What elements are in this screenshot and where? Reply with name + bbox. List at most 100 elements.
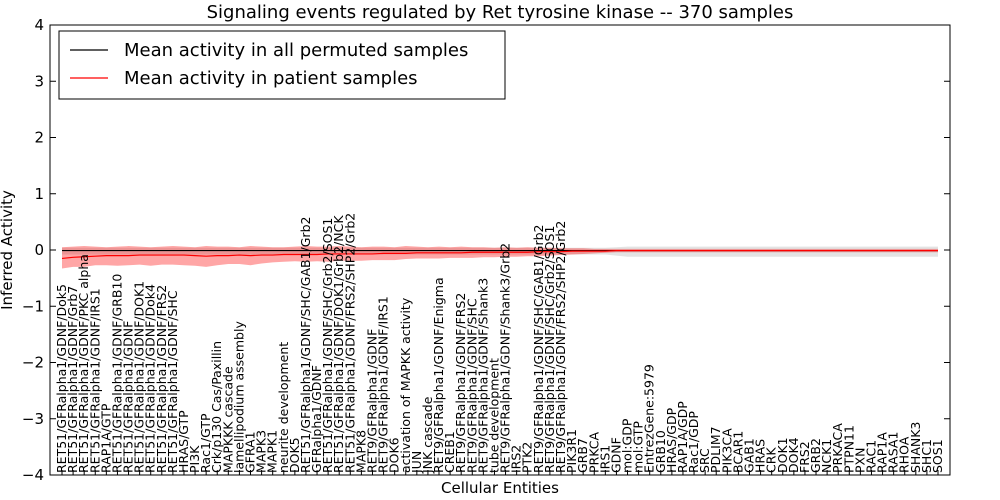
x-category-label: neurite development <box>276 342 291 473</box>
x-category-label: RASA1 <box>886 432 901 473</box>
x-category-label: RET9/GFRalpha1/GDNF/Shank3 <box>475 278 490 473</box>
x-category-label: CRK <box>764 447 779 473</box>
x-category-label: RET9/GFRalpha1/GDNF/SHC <box>464 298 479 473</box>
x-category-label: IRS2 <box>509 445 524 473</box>
x-category-label: RET9/GFRalpha1/GDNF/Enigma <box>431 277 446 473</box>
x-category-label: RET51/GFRalpha1/GDNF/IRS1 <box>87 288 102 473</box>
x-category-label: CREB1 <box>442 431 457 473</box>
x-category-label: activation of MAPKK activity <box>398 297 413 473</box>
x-category-label: SOS1 <box>930 439 945 473</box>
x-category-label: RET51/GFRalpha1/GDNF/SHC <box>165 290 180 473</box>
x-category-label: GFRA1 <box>243 431 258 473</box>
y-tick-labels: −4 −3 −2 −1 0 1 2 3 4 <box>22 16 44 484</box>
x-category-label: HRAS <box>753 439 768 473</box>
line-patient <box>61 249 938 260</box>
legend: Mean activity in all permuted samples Me… <box>58 30 506 100</box>
chart-title: Signaling events regulated by Ret tyrosi… <box>207 2 794 23</box>
plot-frame <box>49 24 951 476</box>
x-category-label: HRAS/GTP <box>176 410 191 473</box>
x-category-labels: RET51/GFRalpha1/GDNF/Dok5RET51/GFRalpha1… <box>54 213 945 474</box>
x-category-label: RAP1A <box>875 432 890 473</box>
x-category-label: GRB2 <box>808 438 823 473</box>
x-category-label: MAPK1 <box>265 430 280 473</box>
y-tick-label: 2 <box>34 129 44 147</box>
x-axis-label: Cellular Entities <box>441 479 559 497</box>
x-category-label: PTK2 <box>520 442 535 473</box>
x-category-label: RET51/GFRalpha1/GDNF/GRB10 <box>109 274 124 473</box>
x-category-label: RET9/GFRalpha1/GDNF/Shank3/Grb2 <box>498 243 513 473</box>
legend-box <box>58 30 506 100</box>
y-tick-label: 0 <box>34 241 44 259</box>
x-category-label: RAP1A/GTP <box>98 403 113 473</box>
x-category-label: PRKACA <box>830 423 845 473</box>
x-category-label: PI3K <box>187 445 202 473</box>
x-category-label: GRB7 <box>575 438 590 473</box>
y-tick-label: 1 <box>34 185 44 203</box>
x-category-label: RET51/GFRalpha1/GDNF/DOK1/Grb2/NCK <box>331 215 346 473</box>
x-category-label: IRS1 <box>597 445 612 473</box>
x-category-label: RET51/GFRalpha1/GDNF/FRS2/SHP2/Grb2 <box>342 213 357 473</box>
x-category-label: Rac1/GDP <box>686 411 701 473</box>
x-category-label: EntrezGene:5979 <box>642 364 657 473</box>
x-category-label: RET9/GFRalpha1/GDNF/SHC/GAB1/Grb2 <box>531 224 546 473</box>
x-category-label: PIK3R1 <box>564 429 579 473</box>
y-tick-label: −1 <box>22 297 44 315</box>
legend-label-permuted: Mean activity in all permuted samples <box>124 40 468 61</box>
x-category-label: NCK1 <box>819 439 834 473</box>
x-category-label: RET51/GFRalpha1/GDNF/Dok4 <box>143 284 158 473</box>
x-category-label: RAP1A/GDP <box>675 401 690 473</box>
x-category-label: PXN <box>852 448 867 473</box>
x-category-label: RET51/GFRalpha1/GDNF/SHC/GAB1/Grb2 <box>298 217 313 473</box>
y-tick-label: −2 <box>22 354 44 372</box>
x-category-label: lamellipodium assembly <box>231 321 246 473</box>
x-category-label: PIK3CA <box>719 428 734 473</box>
y-axis-label: Inferred Activity <box>0 190 16 310</box>
x-category-label: tube development <box>486 358 501 473</box>
x-category-label: mol:GDP <box>620 418 635 473</box>
x-category-label: DOK6 <box>387 437 402 473</box>
x-category-label: PDLIM7 <box>708 426 723 473</box>
x-category-label: RET51/GFRalpha1/GDNF/Grb7 <box>65 286 80 473</box>
band-patient <box>62 246 938 269</box>
x-category-label: JNK cascade <box>420 396 435 474</box>
x-category-label: MAPKKK cascade <box>220 366 235 473</box>
x-category-label: RET9/GFRalpha1/GDNF/FRS2/SHP2/Grb2 <box>553 221 568 473</box>
x-category-label: PRKCA <box>586 432 601 473</box>
x-category-label: DOK5 <box>287 437 302 473</box>
y-tick-label: −3 <box>22 410 44 428</box>
x-category-label: RET51/GFRalpha1/GDNF/DOK1 <box>132 281 147 473</box>
x-category-label: GFRalpha1/GDNF <box>309 365 324 473</box>
x-category-label: DOK1 <box>775 437 790 473</box>
series-lines <box>61 249 938 260</box>
x-category-label: SRC <box>697 448 712 473</box>
x-category-label: FRS2 <box>797 441 812 473</box>
x-category-label: RAC1 <box>863 440 878 473</box>
x-category-label: MAPK8 <box>353 430 368 473</box>
x-category-label: MAPK3 <box>254 430 269 473</box>
y-tick-label: 3 <box>34 72 44 90</box>
x-category-label: SHC1 <box>919 439 934 473</box>
x-category-label: RET51/GFRalpha1/GDNF/SHC/Grb2/SOS1 <box>320 218 335 473</box>
x-category-label: RET9/GFRalpha1/GDNF/SHC/Grb2/SOS1 <box>542 226 557 473</box>
y-tick-label: 4 <box>34 16 44 34</box>
x-category-label: DOK4 <box>786 437 801 473</box>
x-category-label: JUN <box>409 451 424 474</box>
x-category-label: RET9/GFRalpha1/GDNF/FRS2 <box>453 293 468 473</box>
x-category-label: RET51/GFRalpha1/GDNF <box>121 321 136 473</box>
x-category-label: GRB10 <box>653 430 668 473</box>
x-category-label: RHOA <box>897 436 912 473</box>
x-category-label: Crk/p130 Cas/Paxillin <box>209 341 224 473</box>
x-category-label: mol:GTP <box>631 421 646 473</box>
x-category-label: HRAS/GDP <box>664 407 679 473</box>
x-category-label: SHANK3 <box>908 422 923 473</box>
x-category-label: RET9/GFRalpha1/GDNF <box>364 329 379 473</box>
x-category-label: PTPN11 <box>841 425 856 473</box>
x-category-label: RET9/GFRalpha1/GDNF/IRS1 <box>376 296 391 473</box>
x-category-label: GDNF <box>608 437 623 473</box>
x-category-label: Rac1/GTP <box>198 413 213 473</box>
x-category-label: GAB1 <box>741 438 756 473</box>
x-category-label: RET51/GFRalpha1/GDNF/FRS2 <box>154 285 169 473</box>
legend-label-patient: Mean activity in patient samples <box>124 68 418 89</box>
x-category-label: RET51/GFRalpha1/GDNF/PKC alpha <box>76 254 91 473</box>
